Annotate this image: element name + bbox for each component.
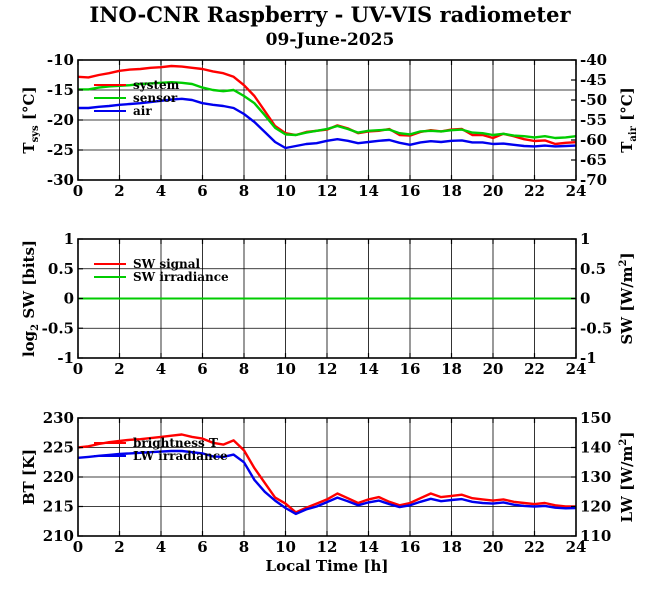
x-tick-label: 22 [524, 360, 545, 378]
legend-label: brightness T [133, 436, 218, 450]
x-tick-label: 8 [239, 182, 249, 200]
series-line-2 [78, 80, 577, 140]
x-tick-label: 6 [197, 538, 207, 556]
y-tick-label-right: -65 [580, 151, 607, 169]
y-tick-label-left: 215 [43, 498, 74, 516]
y-axis-label-left: BT [K] [20, 449, 38, 505]
y-tick-label-right: -40 [580, 51, 607, 69]
chart-panel-1: 0 2 4 6 8 10 12 14 16 18 20 22 24-30-25-20-15-10-70-… [20, 51, 639, 200]
y-tick-label-right: 140 [580, 439, 611, 457]
x-tick-label: 4 [156, 182, 166, 200]
y-tick-label-right: -45 [580, 71, 607, 89]
x-tick-label: 10 [275, 360, 296, 378]
x-tick-label: 8 [239, 360, 249, 378]
chart-panel-2: 0 2 4 6 8 10 12 14 16 18 20 22 24-1-0.500.51-1-0.500… [20, 230, 636, 378]
x-tick-label: 20 [483, 538, 504, 556]
x-axis-label: Local Time [h] [266, 557, 389, 575]
x-tick-label: 4 [156, 360, 166, 378]
x-tick-label: 0 [73, 538, 83, 556]
legend-label: sensor [133, 91, 178, 105]
x-tick-label: 6 [197, 360, 207, 378]
y-tick-label-right: -1 [580, 349, 597, 367]
x-tick-label: 2 [114, 182, 124, 200]
y-tick-label-right: 0 [580, 290, 590, 308]
x-tick-label: 18 [441, 182, 462, 200]
chart-subtitle: 09-June-2025 [265, 30, 395, 50]
x-tick-label: 10 [275, 182, 296, 200]
y-tick-label-right: 120 [580, 498, 611, 516]
y-tick-label-right: 150 [580, 409, 611, 427]
x-tick-label: 16 [400, 360, 421, 378]
y-tick-label-right: 0.5 [580, 260, 606, 278]
x-tick-label: 8 [239, 538, 249, 556]
x-tick-label: 24 [566, 360, 587, 378]
x-tick-label: 22 [524, 182, 545, 200]
y-tick-label-left: -0.5 [42, 319, 74, 337]
y-tick-label-right: -55 [580, 111, 607, 129]
x-tick-label: 16 [400, 182, 421, 200]
x-tick-label: 0 [73, 360, 83, 378]
x-tick-label: 18 [441, 538, 462, 556]
y-tick-label-left: -10 [47, 51, 74, 69]
x-tick-label: 20 [483, 182, 504, 200]
x-tick-label: 14 [358, 538, 379, 556]
legend-label: SW irradiance [133, 270, 229, 284]
y-axis-label-right: Tair [°C] [618, 87, 639, 153]
x-tick-label: 14 [358, 360, 379, 378]
legend-label: SW signal [133, 257, 201, 271]
y-tick-label-left: 0 [64, 290, 74, 308]
legend-label: air [133, 104, 152, 118]
y-tick-label-right: 130 [580, 468, 611, 486]
y-tick-label-right: 1 [580, 230, 590, 248]
y-tick-label-left: -1 [57, 349, 74, 367]
y-tick-label-right: -0.5 [580, 319, 612, 337]
y-tick-label-left: 230 [43, 409, 74, 427]
x-tick-label: 12 [317, 360, 338, 378]
y-axis-label-right: LW [W/m2] [618, 432, 636, 523]
y-tick-label-left: -15 [47, 81, 74, 99]
x-tick-label: 22 [524, 538, 545, 556]
y-tick-label-left: -25 [47, 141, 74, 159]
x-tick-label: 18 [441, 360, 462, 378]
y-tick-label-right: -60 [580, 131, 607, 149]
x-tick-label: 2 [114, 360, 124, 378]
chart-panel-3: 0 2 4 6 8 10 12 14 16 18 20 22 242102152202252301101… [20, 409, 636, 556]
x-tick-label: 16 [400, 538, 421, 556]
x-tick-label: 20 [483, 360, 504, 378]
y-tick-label-left: 220 [43, 468, 74, 486]
x-tick-label: 2 [114, 538, 124, 556]
x-tick-label: 12 [317, 538, 338, 556]
x-tick-label: 0 [73, 182, 83, 200]
y-tick-label-right: -70 [580, 171, 607, 189]
y-tick-label-right: 110 [580, 527, 611, 545]
x-tick-label: 14 [358, 182, 379, 200]
x-tick-label: 12 [317, 182, 338, 200]
legend-label: LW irradiance [133, 449, 228, 463]
x-tick-label: 4 [156, 538, 166, 556]
x-tick-label: 10 [275, 538, 296, 556]
x-tick-label: 24 [566, 538, 587, 556]
y-tick-label-left: -20 [47, 111, 74, 129]
series-line-1 [77, 433, 576, 514]
y-tick-label-left: 0.5 [48, 260, 74, 278]
y-axis-label-right: SW [W/m2] [618, 252, 636, 344]
y-axis-label-left: Tsys [°C] [20, 86, 41, 153]
y-tick-label-left: 1 [64, 230, 74, 248]
series-line-2 [77, 449, 577, 516]
legend-label: system [133, 78, 180, 92]
y-tick-label-right: -50 [580, 91, 607, 109]
y-tick-label-left: 225 [43, 439, 74, 457]
x-tick-label: 6 [197, 182, 207, 200]
y-tick-label-left: 210 [43, 527, 74, 545]
y-tick-label-left: -30 [47, 171, 74, 189]
x-tick-label: 24 [566, 182, 587, 200]
series-line-3 [78, 97, 577, 150]
chart-title: INO-CNR Raspberry - UV-VIS radiometer [89, 2, 571, 27]
y-axis-label-left: log2 SW [bits] [20, 240, 41, 357]
